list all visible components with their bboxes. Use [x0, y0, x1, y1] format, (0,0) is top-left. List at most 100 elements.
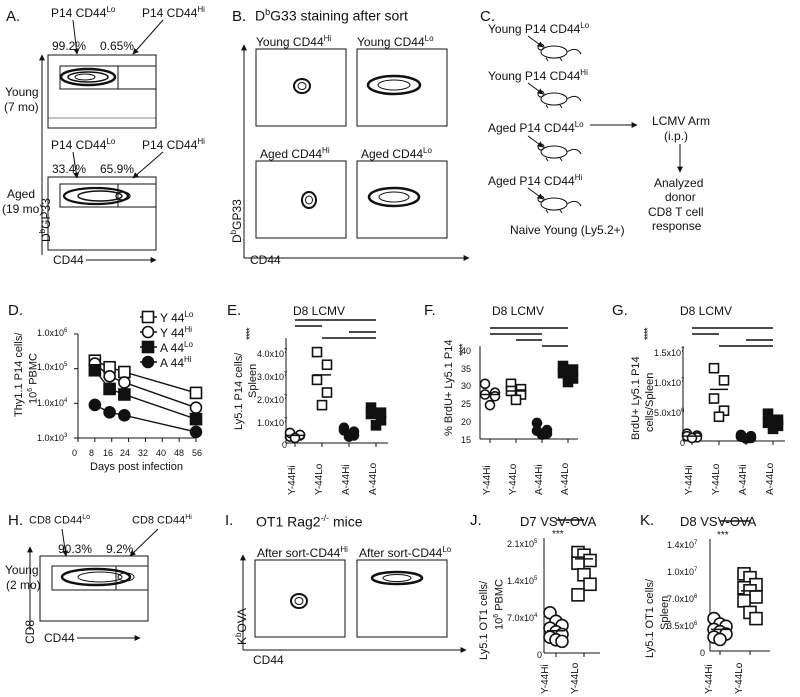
h-gate-hi: CD8 CD44Hi — [132, 514, 192, 527]
gate-label-hi: P14 CD44Hi — [142, 5, 205, 20]
k-ytick-5: 0 — [700, 648, 706, 658]
i-title: OT1 Rag2-/- mice — [256, 513, 363, 530]
panel-letter-i: I. — [225, 512, 234, 529]
k-point — [737, 594, 751, 608]
d-xtick-0: 0 — [72, 448, 78, 458]
d-legend-marker — [141, 340, 155, 354]
c-outcome-2: donor — [665, 190, 696, 204]
panel-letter-d: D. — [8, 302, 23, 319]
d-xtick-16: 16 — [103, 448, 114, 458]
j-ytick-4: 0 — [537, 650, 543, 660]
panel-letter-h: H. — [8, 512, 23, 529]
c-donor-2: Young P14 CD44Hi — [488, 68, 588, 83]
e-ytick-5: 0 — [282, 440, 288, 450]
young-pct-hi: 0.65% — [100, 39, 135, 53]
g-point — [740, 433, 752, 444]
g-point — [713, 411, 725, 423]
d-point — [118, 376, 131, 389]
g-point — [708, 393, 720, 404]
h-row-age: (2 mo) — [6, 578, 41, 592]
j-ytick-3: 7.0x104 — [507, 613, 538, 623]
d-series-line-3 — [94, 404, 197, 433]
f-ytick-35: 35 — [461, 364, 472, 374]
e-point — [311, 374, 323, 386]
d-ytick-4: 1.0x103 — [37, 433, 68, 443]
a-xlabel: CD44 — [53, 253, 84, 267]
d-point — [88, 398, 102, 412]
a-aged-flow-plot — [39, 54, 164, 263]
mouse-icon-1 — [537, 43, 582, 62]
aged-pct-hi: 65.9% — [100, 162, 135, 176]
panel-letter-k: K. — [640, 512, 655, 529]
b-p2-label: Young CD44Lo — [357, 34, 434, 49]
panel-letter-g: G. — [612, 302, 628, 319]
mouse-icon-3 — [537, 143, 582, 162]
f-point — [489, 390, 501, 402]
b-title: DbG33 staining after sort — [255, 7, 408, 24]
d-ytick-3: 1.0x104 — [37, 398, 68, 408]
c-recipient: Naive Young (Ly5.2+) — [510, 223, 625, 237]
d-ytick-1: 1.0x106 — [37, 328, 68, 338]
d-series-line-0 — [94, 360, 197, 394]
d-xtick-8: 8 — [89, 448, 95, 458]
b-p1-label: Young CD44Hi — [256, 34, 332, 49]
e-point — [316, 399, 328, 411]
k-stars: *** — [717, 530, 729, 541]
d-legend-1: Y 44Lo — [160, 310, 194, 325]
aged-gate-lo: P14 CD44Lo — [51, 137, 116, 152]
j-point — [571, 588, 585, 602]
f-point — [479, 378, 491, 390]
panel-letter-a: A. — [6, 8, 21, 25]
e-point — [321, 359, 333, 371]
d-point — [118, 409, 131, 422]
k-ytick-3: 7.0x106 — [667, 594, 698, 604]
a-young-flow-plot — [47, 19, 164, 129]
f-point — [536, 429, 548, 441]
e-title: D8 LCMV — [293, 304, 346, 318]
c-infection: LCMV Arm — [652, 114, 711, 128]
d-point — [103, 406, 116, 419]
e-point — [343, 431, 355, 442]
i-p2-label: After sort-CD44Lo — [359, 545, 452, 560]
f-ytick-15: 15 — [461, 435, 472, 445]
b-p3-label: Aged CD44Hi — [260, 146, 330, 161]
chart-g — [681, 327, 785, 445]
panel-letter-e: E. — [227, 302, 242, 319]
chart-d — [74, 310, 203, 442]
j-ytick-1: 2.1x105 — [507, 539, 538, 549]
aged-label: Aged — [7, 187, 36, 201]
d-xtick-48: 48 — [174, 448, 185, 458]
aged-age: (19 mo) — [2, 202, 44, 216]
b-xlabel: CD44 — [250, 253, 281, 267]
d-legend-marker — [141, 355, 155, 369]
j-stars: *** — [552, 529, 564, 540]
j-title: D7 VSV-OVA — [520, 514, 597, 529]
k-title: D8 VSV-OVA — [680, 514, 757, 529]
d-point — [103, 382, 116, 396]
gate-label-lo: P14 CD44Lo — [51, 5, 116, 20]
i-p1-label: After sort-CD44Hi — [257, 545, 348, 560]
g-title: D8 LCMV — [680, 304, 733, 318]
d-xtick-32: 32 — [138, 448, 149, 458]
f-ytick-25: 25 — [461, 399, 472, 409]
k-ytick-4: 3.5x106 — [667, 621, 698, 631]
c-diagram — [527, 35, 683, 214]
f-point — [484, 399, 496, 411]
panel-letter-f: F. — [424, 302, 436, 319]
b-flow-plots — [241, 44, 470, 261]
d-series-line-1 — [94, 363, 197, 409]
f-ytick-30: 30 — [461, 381, 472, 391]
h-pct-hi: 9.2% — [106, 542, 134, 556]
young-label: Young — [5, 85, 39, 99]
h-xlabel: CD44 — [44, 631, 75, 645]
c-outcome-1: Analyzed — [654, 176, 704, 190]
d-series-line-2 — [94, 369, 197, 420]
d-legend-3: A 44Lo — [160, 340, 193, 355]
d-point — [118, 365, 131, 379]
i-xlabel: CD44 — [253, 653, 284, 667]
f-title: D8 LCMV — [492, 304, 545, 318]
e-point — [321, 387, 333, 398]
k-point — [749, 590, 763, 604]
chart-j — [543, 519, 600, 657]
